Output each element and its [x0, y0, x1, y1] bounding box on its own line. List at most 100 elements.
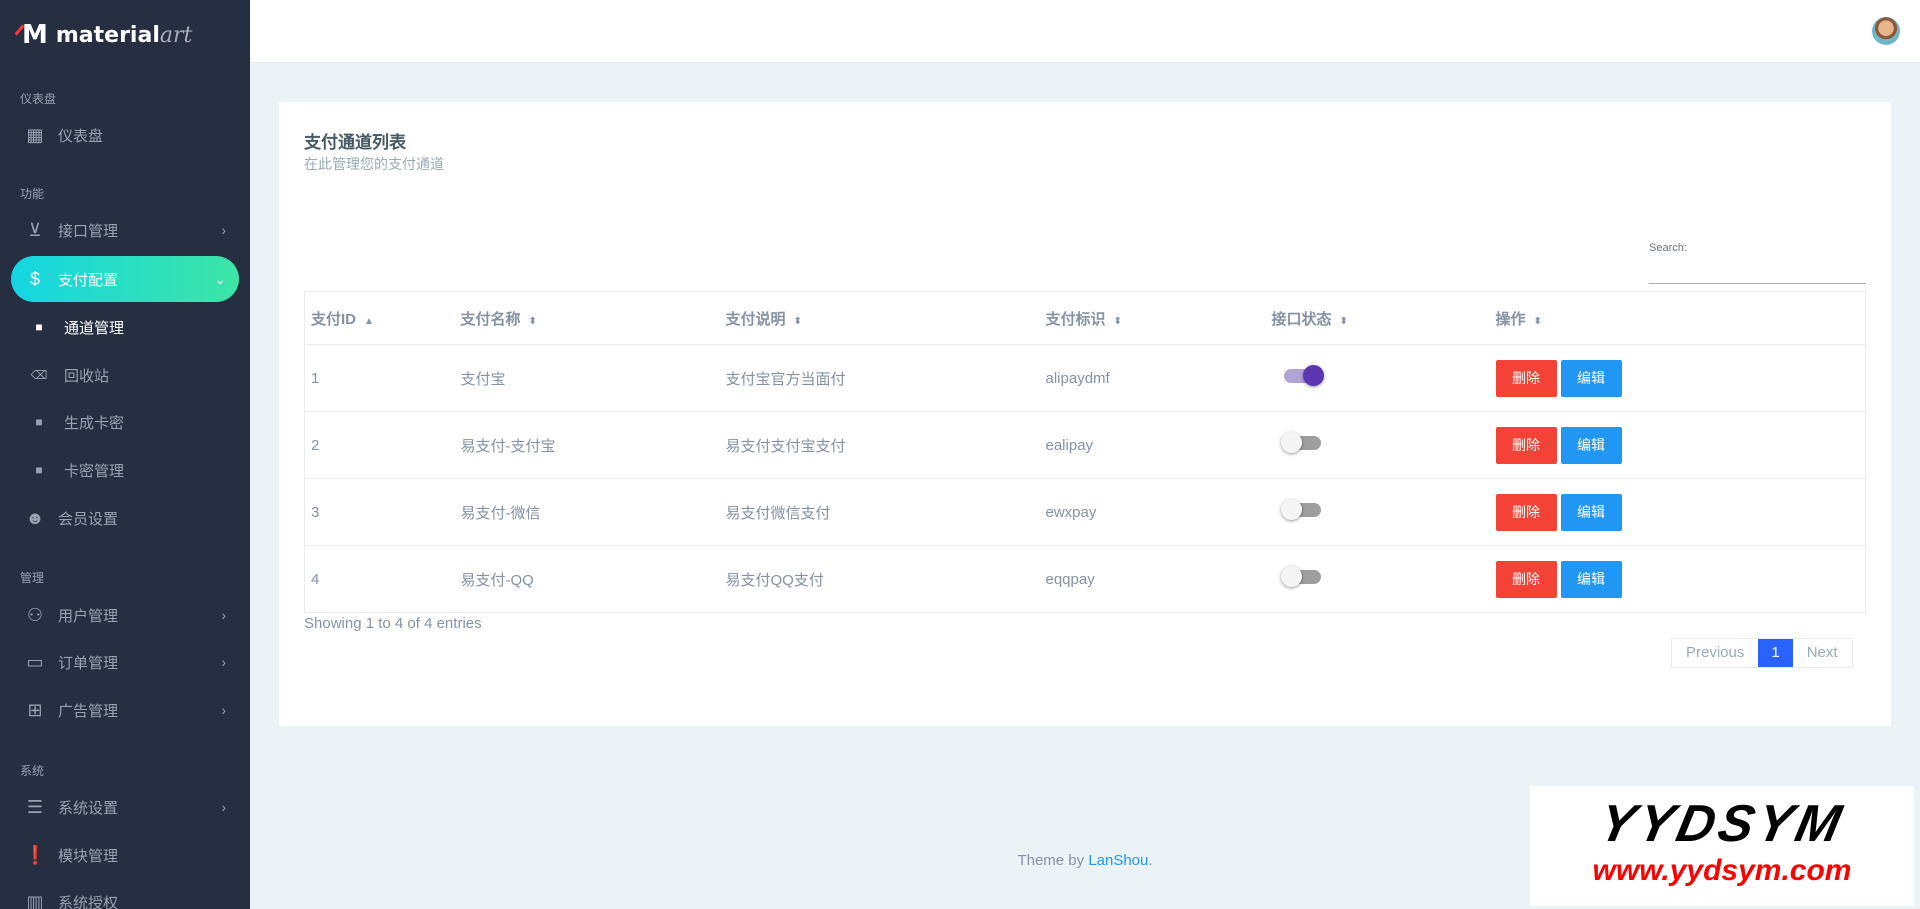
- cell-status: [1265, 411, 1490, 479]
- page-1-button[interactable]: 1: [1758, 639, 1793, 667]
- header-label: 操作: [1495, 310, 1526, 328]
- watermark-logo: YYDSYM: [1594, 795, 1850, 853]
- col-actions[interactable]: 操作 ⬍: [1489, 291, 1866, 345]
- sort-asc-icon: ▲: [364, 315, 374, 327]
- label: 回收站: [64, 367, 110, 385]
- next-button[interactable]: Next: [1806, 644, 1838, 661]
- cell-status: [1265, 344, 1490, 412]
- label: 生成卡密: [64, 414, 125, 432]
- brand-suffix: art: [159, 22, 193, 48]
- cell-id: 2: [304, 411, 455, 479]
- label: 支付配置: [58, 271, 119, 289]
- sidebar-item-license[interactable]: ▥ 系统授权: [0, 879, 250, 909]
- pagination: Previous 1 Next: [1671, 638, 1853, 668]
- sidebar-item-ads[interactable]: ⊞ 广告管理 ›: [0, 687, 250, 733]
- dashboard-icon: ▦: [26, 124, 44, 145]
- cell-actions: 删除 编辑: [1489, 545, 1866, 613]
- cell-name: 易支付-QQ: [454, 545, 720, 613]
- edit-button[interactable]: 编辑: [1560, 560, 1622, 598]
- copy-icon: ■: [35, 463, 43, 477]
- logo[interactable]: M materialart: [22, 20, 192, 50]
- cell-id: 4: [304, 545, 455, 613]
- footer: Theme by LanShou.: [250, 852, 1920, 869]
- col-id[interactable]: 支付ID ▲: [304, 291, 455, 345]
- chevron-right-icon: ›: [221, 654, 226, 670]
- table-row: 1 支付宝 支付宝官方当面付 alipaydmf 删除 编辑: [304, 344, 1866, 412]
- inbox-download-icon: ⊻: [28, 219, 42, 240]
- cell-name: 易支付-微信: [454, 478, 720, 546]
- channels-table: 支付ID ▲ 支付名称 ⬍ 支付说明 ⬍ 支付标识 ⬍ 接口状态 ⬍ 操作 ⬍ 1 支付宝 …: [304, 291, 1866, 613]
- face-icon: ☻: [25, 507, 45, 528]
- header-label: 支付说明: [725, 310, 786, 328]
- delete-button[interactable]: 删除: [1495, 359, 1557, 397]
- watermark-url: www.yydsym.com: [1592, 854, 1852, 887]
- previous-button[interactable]: Previous: [1686, 644, 1745, 661]
- cell-desc: 支付宝官方当面付: [719, 344, 1040, 412]
- users-icon: ⚇: [26, 604, 44, 625]
- label: 通道管理: [64, 319, 125, 337]
- sidebar-item-orders[interactable]: ▭ 订单管理 ›: [0, 639, 250, 685]
- delete-button[interactable]: 删除: [1495, 560, 1557, 598]
- sort-icon: ⬍: [793, 315, 802, 327]
- col-status[interactable]: 接口状态 ⬍: [1265, 291, 1490, 345]
- cell-desc: 易支付QQ支付: [719, 545, 1040, 613]
- toggle-knob: [1280, 566, 1302, 587]
- chevron-right-icon: ›: [221, 607, 226, 623]
- sidebar-item-member-settings[interactable]: ☻ 会员设置: [0, 495, 250, 541]
- sidebar-item-dashboard[interactable]: ▦ 仪表盘: [0, 112, 250, 158]
- edit-button[interactable]: 编辑: [1560, 359, 1622, 397]
- label: 广告管理: [58, 702, 119, 720]
- edit-button[interactable]: 编辑: [1560, 493, 1622, 531]
- sidebar-item-api[interactable]: ⊻ 接口管理 ›: [0, 207, 250, 253]
- page-title: 支付通道列表: [304, 133, 406, 152]
- logo-icon: M: [22, 20, 48, 50]
- sidebar-item-card-management[interactable]: ■ 卡密管理: [0, 447, 250, 493]
- header-label: 接口状态: [1271, 310, 1332, 328]
- col-ident[interactable]: 支付标识 ⬍: [1039, 291, 1266, 345]
- status-toggle[interactable]: [1280, 499, 1321, 520]
- author-link[interactable]: LanShou: [1088, 852, 1149, 869]
- cell-status: [1265, 545, 1490, 613]
- brand-name: material: [55, 22, 160, 48]
- footer-end: .: [1148, 852, 1153, 869]
- table-header-row: 支付ID ▲ 支付名称 ⬍ 支付说明 ⬍ 支付标识 ⬍ 接口状态 ⬍ 操作 ⬍: [304, 291, 1866, 345]
- cell-ident: ewxpay: [1039, 478, 1266, 546]
- footer-text: Theme by: [1017, 852, 1089, 869]
- section-label: 功能: [20, 187, 45, 201]
- status-toggle[interactable]: [1280, 566, 1321, 587]
- sidebar-item-payment-config[interactable]: $ 支付配置 ⌄: [11, 256, 239, 302]
- status-toggle[interactable]: [1280, 432, 1321, 453]
- sidebar-item-modules[interactable]: ❗ 模块管理: [0, 832, 250, 878]
- label: 系统设置: [58, 799, 119, 817]
- col-desc[interactable]: 支付说明 ⬍: [719, 291, 1040, 345]
- label: 模块管理: [58, 847, 119, 865]
- cell-actions: 删除 编辑: [1489, 411, 1866, 479]
- sidebar-item-system-settings[interactable]: ☰ 系统设置 ›: [0, 784, 250, 830]
- table-row: 4 易支付-QQ 易支付QQ支付 eqqpay 删除 编辑: [304, 545, 1866, 613]
- cell-actions: 删除 编辑: [1489, 344, 1866, 412]
- page-subtitle: 在此管理您的支付通道: [304, 156, 444, 172]
- delete-button[interactable]: 删除: [1495, 426, 1557, 464]
- gamepad-icon: ⊞: [27, 699, 43, 720]
- channel-list-card: 支付通道列表 在此管理您的支付通道 Search: 支付ID ▲ 支付名称 ⬍ 支付…: [279, 102, 1891, 726]
- header-label: 支付标识: [1045, 310, 1106, 328]
- edit-button[interactable]: 编辑: [1560, 426, 1622, 464]
- sort-icon: ⬍: [528, 315, 537, 327]
- label: 仪表盘: [58, 127, 104, 145]
- sidebar-item-recycle[interactable]: ⌫ 回收站: [0, 352, 250, 398]
- sidebar-item-channels[interactable]: ■ 通道管理: [0, 304, 250, 350]
- col-name[interactable]: 支付名称 ⬍: [454, 291, 720, 345]
- cell-actions: 删除 编辑: [1489, 478, 1866, 546]
- label: 卡密管理: [64, 462, 125, 480]
- avatar[interactable]: [1872, 17, 1900, 45]
- delete-button[interactable]: 删除: [1495, 493, 1557, 531]
- label: 会员设置: [58, 510, 119, 528]
- copy-icon: ■: [35, 415, 43, 429]
- search-input[interactable]: [1649, 262, 1866, 284]
- sidebar: M materialart 仪表盘 ▦ 仪表盘 功能 ⊻ 接口管理 › $ 支付配置 ⌄ …: [0, 0, 250, 909]
- sidebar-item-generate-cards[interactable]: ■ 生成卡密: [0, 399, 250, 445]
- sidebar-item-users[interactable]: ⚇ 用户管理 ›: [0, 592, 250, 638]
- status-toggle[interactable]: [1283, 365, 1324, 386]
- dollar-icon: $: [29, 268, 40, 289]
- label: 用户管理: [58, 607, 119, 625]
